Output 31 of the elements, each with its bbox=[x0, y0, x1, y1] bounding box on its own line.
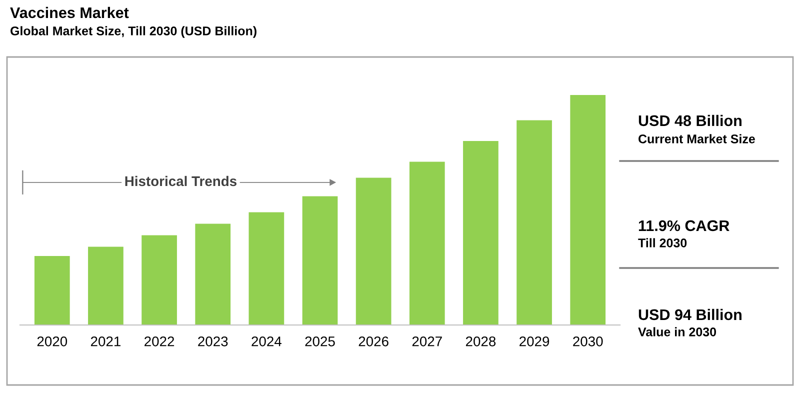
bar bbox=[142, 235, 177, 325]
annotation: Historical Trends bbox=[125, 176, 236, 186]
x-tick-label: 2027 bbox=[412, 336, 442, 346]
x-tick-label: 2023 bbox=[198, 336, 228, 346]
text: Value in 2030 bbox=[638, 327, 716, 336]
x-tick-label: 2026 bbox=[358, 336, 388, 346]
text: USD 48 Billion bbox=[638, 114, 742, 126]
bar bbox=[195, 224, 231, 325]
x-tick-label: 2025 bbox=[305, 336, 335, 346]
text: USD 94 Billion bbox=[638, 308, 742, 320]
bar bbox=[34, 256, 70, 325]
bar bbox=[356, 178, 392, 325]
text: Current Market Size bbox=[638, 134, 755, 144]
x-tick-label: 2020 bbox=[37, 336, 68, 346]
bar bbox=[570, 95, 606, 325]
bar bbox=[248, 212, 284, 325]
x-tick-label: 2029 bbox=[520, 336, 550, 346]
x-tick-label: 2021 bbox=[90, 336, 120, 346]
bar bbox=[88, 246, 124, 325]
x-tick-label: 2022 bbox=[144, 336, 174, 346]
x-tick-label: 2024 bbox=[252, 336, 282, 346]
x-tick-label: 2028 bbox=[466, 336, 496, 346]
bar bbox=[516, 120, 552, 325]
text: Till 2030 bbox=[638, 238, 687, 248]
bar bbox=[463, 141, 498, 325]
bar bbox=[409, 162, 445, 325]
chart-subtitle: Global Market Size, Till 2030 (USD Billion) bbox=[10, 26, 256, 38]
chart-title: Vaccines Market bbox=[10, 6, 129, 18]
text: 11.9% CAGR bbox=[638, 220, 730, 232]
bar bbox=[302, 196, 338, 325]
x-tick-label: 2030 bbox=[573, 336, 603, 346]
